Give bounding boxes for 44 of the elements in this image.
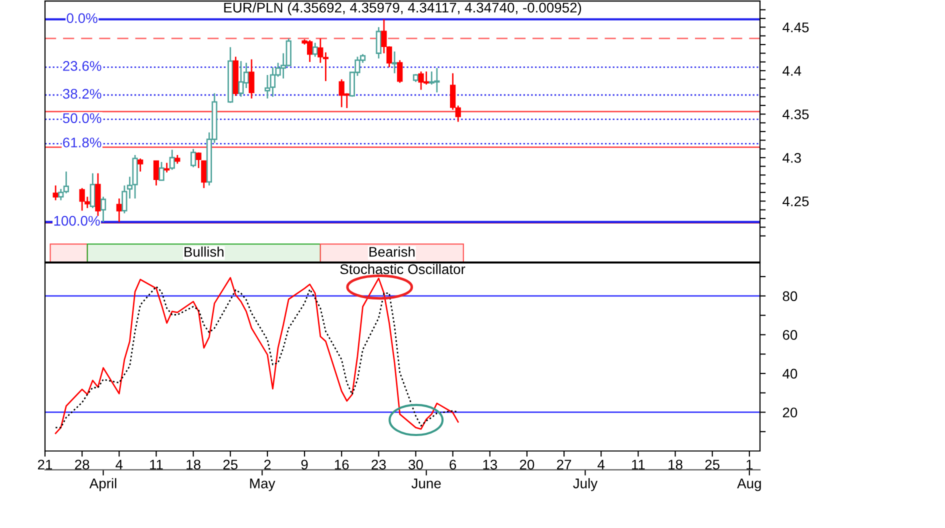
x-tick-label: 18 bbox=[668, 460, 682, 470]
x2-tick-label: May bbox=[250, 478, 276, 492]
annotation: 61.8% bbox=[63, 138, 102, 148]
x-tick-label: 9 bbox=[301, 460, 308, 470]
y-tick-label: 40 bbox=[782, 368, 798, 379]
x-tick-label: 27 bbox=[557, 460, 572, 470]
x-tick-label: 25 bbox=[223, 460, 238, 470]
annotation: 0.0% bbox=[66, 13, 98, 24]
chart-title: Stochastic Oscillator bbox=[340, 264, 466, 274]
y-tick-label: 80 bbox=[782, 291, 798, 302]
annotation: 100.0% bbox=[54, 216, 100, 226]
annotation: 38.2% bbox=[62, 88, 102, 99]
chart-title: EUR/PLN (4.35692, 4.35979, 4.34117, 4.34740, -0.00952) bbox=[224, 2, 582, 16]
x2-tick-label: June bbox=[411, 478, 441, 488]
y-tick-label: 60 bbox=[782, 330, 798, 340]
x2-tick-label: Aug bbox=[737, 478, 761, 492]
x2-tick-label: July bbox=[573, 478, 598, 492]
y-tick-label: 4.35 bbox=[782, 109, 809, 120]
x-tick-label: 13 bbox=[483, 460, 498, 470]
x-tick-label: 30 bbox=[408, 460, 423, 470]
x-tick-label: 4 bbox=[116, 460, 123, 470]
x-tick-label: 2 bbox=[264, 460, 271, 470]
band-label: Bullish bbox=[184, 246, 224, 257]
y-tick-label: 4.45 bbox=[782, 22, 809, 32]
y-tick-label: 4.25 bbox=[782, 196, 809, 206]
band-label: Bearish bbox=[370, 246, 415, 257]
x-tick-label: 1 bbox=[746, 460, 753, 470]
x-tick-label: 4 bbox=[598, 460, 605, 470]
annotation: 50.0% bbox=[62, 113, 102, 124]
x-tick-label: 21 bbox=[38, 460, 52, 470]
x-tick-label: 28 bbox=[75, 460, 90, 470]
x-tick-label: 11 bbox=[632, 460, 645, 470]
y-tick-label: 4.4 bbox=[782, 66, 802, 76]
y-tick-label: 4.3 bbox=[782, 152, 801, 163]
x-tick-label: 25 bbox=[705, 460, 720, 470]
annotation: 23.6% bbox=[63, 61, 102, 71]
x-tick-label: 16 bbox=[334, 460, 349, 470]
x2-tick-label: April bbox=[89, 478, 116, 492]
x-tick-label: 18 bbox=[186, 460, 200, 470]
x-tick-label: 20 bbox=[520, 460, 534, 470]
x-tick-label: 6 bbox=[450, 460, 456, 470]
x-tick-label: 23 bbox=[372, 460, 386, 470]
x-tick-label: 11 bbox=[150, 460, 163, 470]
y-tick-label: 20 bbox=[782, 408, 798, 418]
